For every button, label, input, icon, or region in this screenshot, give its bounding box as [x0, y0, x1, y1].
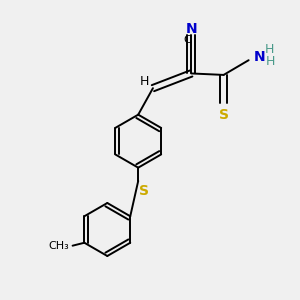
- Text: S: S: [219, 108, 229, 122]
- Text: CH₃: CH₃: [48, 241, 69, 251]
- Text: S: S: [139, 184, 148, 198]
- Text: H: H: [140, 75, 149, 88]
- Text: N: N: [254, 50, 266, 64]
- Text: H: H: [266, 55, 275, 68]
- Text: H: H: [265, 44, 274, 56]
- Text: C: C: [183, 34, 190, 45]
- Text: N: N: [185, 22, 197, 36]
